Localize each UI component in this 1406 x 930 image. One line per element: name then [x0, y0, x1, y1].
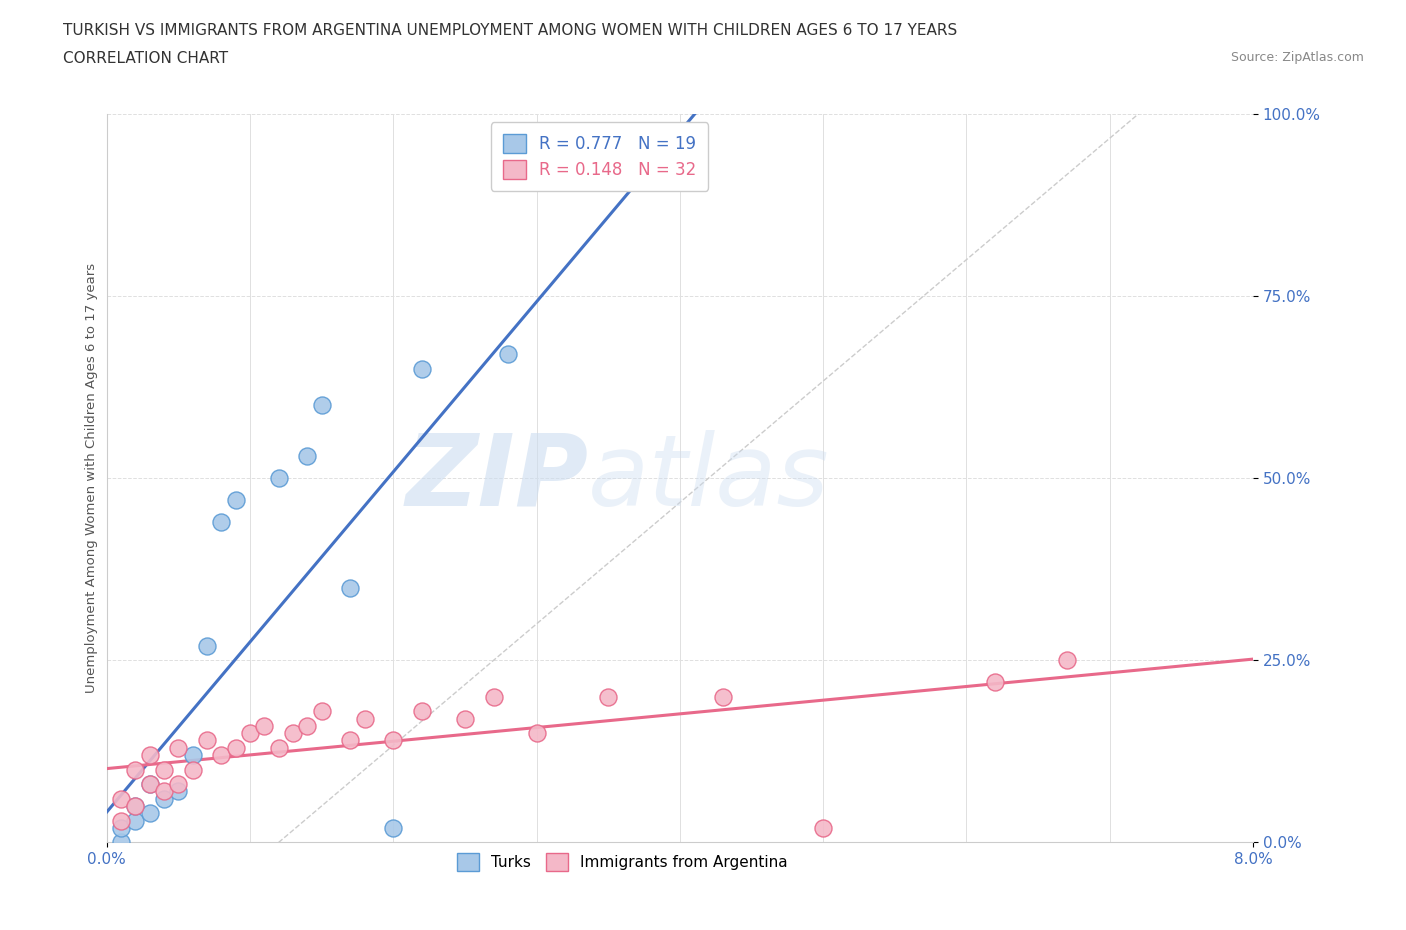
Point: [339, 733, 361, 748]
Point: [267, 471, 290, 485]
Point: [209, 748, 232, 763]
Point: [167, 740, 190, 755]
Point: [253, 719, 276, 734]
Point: [984, 675, 1007, 690]
Point: [267, 740, 290, 755]
Point: [124, 799, 146, 814]
Point: [225, 740, 247, 755]
Text: TURKISH VS IMMIGRANTS FROM ARGENTINA UNEMPLOYMENT AMONG WOMEN WITH CHILDREN AGES: TURKISH VS IMMIGRANTS FROM ARGENTINA UNE…: [63, 23, 957, 38]
Point: [339, 580, 361, 595]
Point: [496, 347, 519, 362]
Point: [124, 813, 146, 828]
Point: [311, 704, 333, 719]
Point: [598, 689, 620, 704]
Point: [181, 763, 204, 777]
Point: [454, 711, 477, 726]
Point: [382, 733, 405, 748]
Point: [1056, 653, 1078, 668]
Text: atlas: atlas: [588, 430, 830, 526]
Point: [811, 820, 834, 835]
Point: [138, 777, 160, 791]
Point: [482, 689, 505, 704]
Point: [382, 820, 405, 835]
Point: [153, 763, 176, 777]
Point: [195, 733, 218, 748]
Point: [153, 784, 176, 799]
Point: [138, 777, 160, 791]
Point: [124, 799, 146, 814]
Point: [181, 748, 204, 763]
Point: [110, 820, 132, 835]
Legend: Turks, Immigrants from Argentina: Turks, Immigrants from Argentina: [450, 845, 796, 879]
Point: [297, 719, 319, 734]
Point: [353, 711, 375, 726]
Point: [138, 806, 160, 821]
Point: [297, 449, 319, 464]
Point: [281, 725, 304, 740]
Point: [526, 725, 548, 740]
Text: CORRELATION CHART: CORRELATION CHART: [63, 51, 228, 66]
Y-axis label: Unemployment Among Women with Children Ages 6 to 17 years: Unemployment Among Women with Children A…: [86, 263, 98, 693]
Point: [110, 791, 132, 806]
Point: [138, 748, 160, 763]
Point: [124, 763, 146, 777]
Point: [110, 835, 132, 850]
Point: [209, 514, 232, 529]
Point: [225, 493, 247, 508]
Point: [411, 704, 433, 719]
Point: [239, 725, 262, 740]
Point: [153, 791, 176, 806]
Point: [311, 398, 333, 413]
Point: [110, 813, 132, 828]
Point: [167, 777, 190, 791]
Text: Source: ZipAtlas.com: Source: ZipAtlas.com: [1230, 51, 1364, 64]
Point: [711, 689, 734, 704]
Text: ZIP: ZIP: [405, 430, 588, 526]
Point: [167, 784, 190, 799]
Point: [195, 638, 218, 653]
Point: [411, 362, 433, 377]
